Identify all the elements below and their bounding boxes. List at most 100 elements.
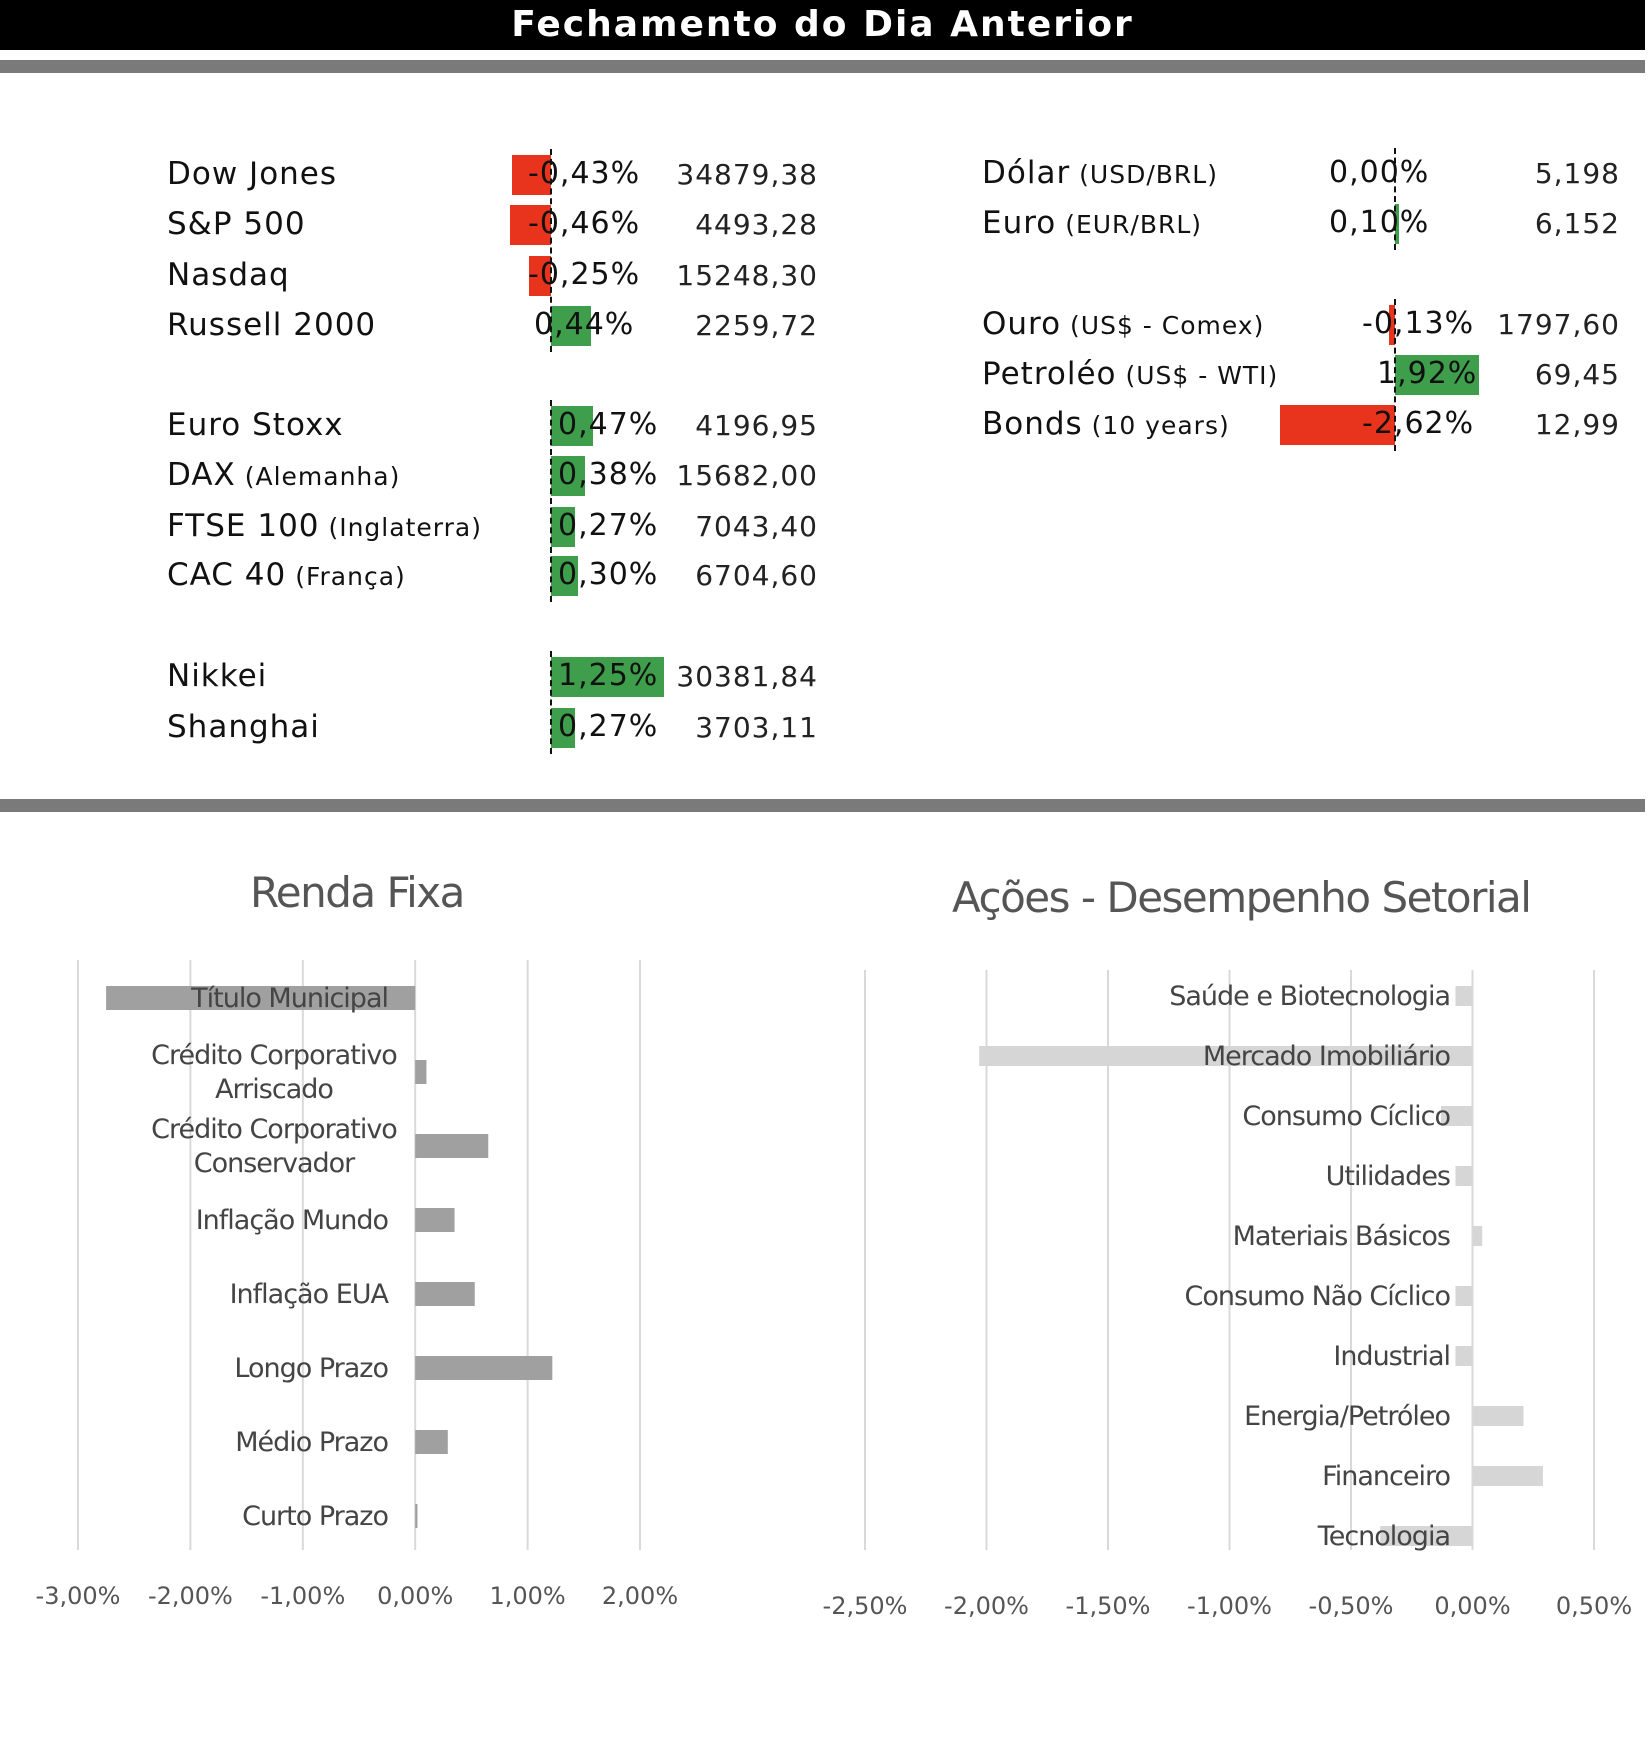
category-label: Materiais Básicos [1233,1221,1450,1252]
index-name-main: Euro Stoxx [167,407,344,443]
bar [415,1208,455,1232]
asset-name: Euro (EUR/BRL) [982,205,1202,241]
bar [415,1134,489,1158]
asset-name: Petroléo (US$ - WTI) [982,356,1278,392]
index-name-sub: (Inglaterra) [319,513,482,542]
asset-zero-axis [1394,299,1396,451]
index-close-value: 4196,95 [695,409,818,442]
index-name: S&P 500 [167,206,306,242]
index-name: DAX (Alemanha) [167,457,400,493]
asset-name-sub: (EUR/BRL) [1056,210,1203,239]
asset-name-sub: (10 years) [1082,411,1230,440]
index-close-value: 15248,30 [676,259,818,292]
page-title: Fechamento do Dia Anterior [511,4,1134,45]
asset-change-pct: -2,62% [1362,406,1475,441]
x-tick-label: -3,00% [36,1582,121,1610]
bar [1455,1346,1473,1366]
index-zero-axis [550,400,552,602]
index-name: CAC 40 (França) [167,557,406,593]
x-tick-label: -0,50% [1309,1592,1394,1620]
index-close-value: 4493,28 [695,208,818,241]
index-change-bar [551,456,586,496]
asset-name-sub: (USD/BRL) [1070,160,1218,189]
index-name-main: DAX [167,457,236,493]
index-name: Nasdaq [167,257,290,293]
index-name-main: Nasdaq [167,257,290,293]
category-label: Consumo Cíclico [1242,1101,1450,1132]
index-change-pct: 0,38% [558,457,659,492]
category-label: Tecnologia [1317,1521,1450,1552]
index-change-pct: -0,43% [528,156,641,191]
index-name-sub: (Alemanha) [235,462,401,491]
asset-close-value: 69,45 [1534,358,1620,391]
x-tick-label: 0,00% [1434,1592,1510,1620]
index-close-value: 15682,00 [676,459,818,492]
index-name-main: S&P 500 [167,206,306,242]
setorial-title: Ações - Desempenho Setorial [952,873,1532,922]
category-label: Saúde e Biotecnologia [1169,981,1450,1012]
index-name-main: Dow Jones [167,156,338,192]
index-change-bar [551,708,576,748]
asset-name-main: Euro [982,205,1057,241]
bar [415,1356,553,1380]
bar [1472,1466,1543,1486]
category-label: Curto Prazo [242,1501,388,1532]
index-close-value: 30381,84 [676,660,818,693]
x-tick-label: 0,50% [1556,1592,1632,1620]
market-close-table: Dow Jones -0,43% 34879,38 S&P 500 -0,46% 4493… [0,0,1648,800]
category-label: Médio Prazo [235,1427,388,1458]
asset-name-main: Bonds [982,406,1083,442]
bar [979,1046,1473,1066]
asset-change-bar [1389,305,1395,345]
bar [106,986,416,1010]
index-change-bar [551,556,578,596]
x-tick-label: -1,00% [260,1582,345,1610]
index-change-pct: 0,27% [558,508,659,543]
asset-change-bar [1395,204,1400,244]
index-change-bar [551,657,664,697]
renda-fixa-title: Renda Fixa [250,868,465,917]
bar [415,1060,427,1084]
renda-fixa-chart: -3,00% -2,00% -1,00% 0,00% 1,00% 2,00% Título … [36,960,678,1610]
index-name: Nikkei [167,658,267,694]
index-close-value: 7043,40 [695,510,818,543]
index-close-value: 34879,38 [676,158,818,191]
asset-close-value: 1797,60 [1497,308,1620,341]
asset-name-main: Dólar [982,155,1071,191]
index-close-value: 6704,60 [695,559,818,592]
asset-name-sub: (US$ - WTI) [1116,361,1279,390]
bar [1380,1526,1473,1546]
asset-close-value: 12,99 [1534,408,1620,441]
category-label: Longo Prazo [234,1353,388,1384]
index-name-main: Nikkei [167,658,268,694]
index-name: Dow Jones [167,156,337,192]
asset-name: Ouro (US$ - Comex) [982,306,1264,342]
setorial-chart: -2,50% -2,00% -1,50% -1,00% -0,50% 0,00% 0,50%… [823,970,1632,1620]
bar [1455,986,1473,1006]
asset-name-main: Ouro [982,306,1062,342]
index-change-bar [551,306,591,346]
index-name-main: FTSE 100 [167,508,320,544]
category-label: Consumo Não Cíclico [1185,1281,1451,1312]
asset-change-pct: 1,92% [1377,356,1478,391]
index-close-value: 3703,11 [695,711,818,744]
index-change-pct: 0,47% [558,407,659,442]
asset-name-sub: (US$ - Comex) [1061,311,1265,340]
category-label: Industrial [1333,1341,1450,1372]
index-name-main: Shanghai [167,709,320,745]
index-change-bar [528,256,551,296]
asset-change-pct: 0,10% [1329,205,1430,240]
index-name: Russell 2000 [167,307,376,343]
category-label: Conservador [194,1148,356,1179]
index-name: Euro Stoxx [167,407,344,443]
asset-name-main: Petroléo [982,356,1117,392]
bar [415,1504,418,1528]
index-change-pct: 0,30% [558,557,659,592]
header-bar: Fechamento do Dia Anterior [0,0,1645,50]
x-tick-label: 0,00% [377,1582,453,1610]
index-change-pct: 0,27% [558,709,659,744]
category-label: Arriscado [215,1074,333,1105]
category-label: Mercado Imobiliário [1203,1041,1451,1072]
index-change-bar [551,406,594,446]
index-name-main: CAC 40 [167,557,287,593]
